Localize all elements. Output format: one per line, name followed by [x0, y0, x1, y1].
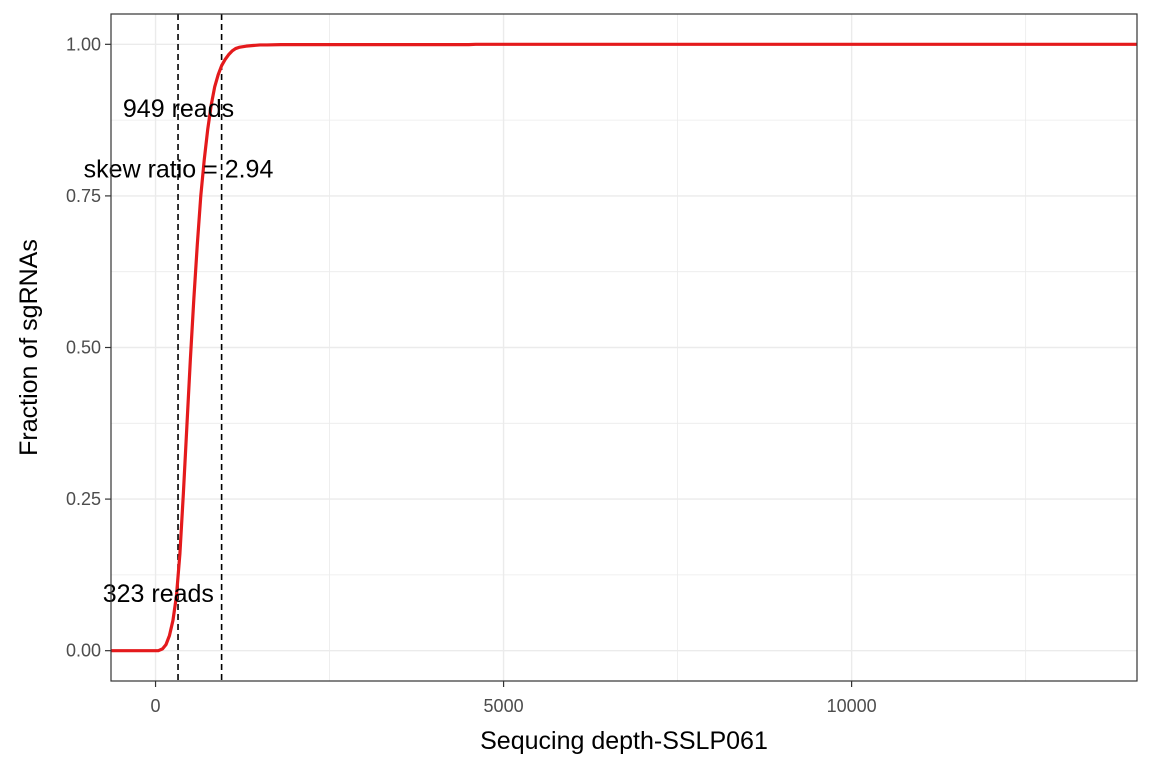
annotation-2: 323 reads	[103, 580, 214, 608]
series-line-0	[111, 42, 1137, 653]
y-axis-title: Fraction of sgRNAs	[15, 239, 43, 456]
y-axis-ticks: 0.00 0.25 0.50 0.75 1.00	[66, 34, 111, 661]
x-tick-label: 10000	[827, 696, 877, 716]
x-axis-title: Sequcing depth-SSLP061	[480, 727, 768, 755]
annotations: 949 reads skew ratio = 2.94 323 reads	[84, 95, 274, 608]
annotation-1: skew ratio = 2.94	[84, 156, 274, 184]
y-tick-label: 1.00	[66, 34, 101, 54]
y-tick-label: 0.00	[66, 641, 101, 661]
y-tick-label: 0.75	[66, 186, 101, 206]
series-layer	[111, 42, 1137, 653]
y-tick-label: 0.50	[66, 338, 101, 358]
annotation-0: 949 reads	[123, 95, 234, 123]
grid-minor	[111, 14, 1137, 681]
x-tick-label: 0	[151, 696, 161, 716]
x-axis-ticks: 0 5000 10000	[151, 681, 877, 716]
y-tick-label: 0.25	[66, 489, 101, 509]
grid-major	[111, 14, 1137, 681]
x-tick-label: 5000	[484, 696, 524, 716]
